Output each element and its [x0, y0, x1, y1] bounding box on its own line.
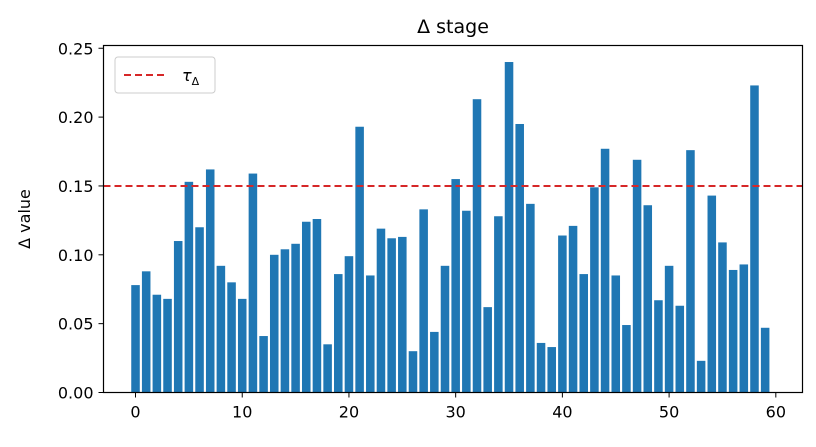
bar: [600, 148, 610, 393]
bar: [195, 227, 204, 393]
bar: [259, 336, 268, 393]
bar: [462, 210, 471, 393]
bar: [430, 331, 439, 393]
legend: τΔ: [114, 56, 216, 94]
y-tick-label: 0.25: [58, 39, 94, 58]
bar: [728, 269, 738, 393]
bar: [750, 85, 759, 393]
bar: [248, 173, 258, 393]
bar: [611, 275, 621, 393]
bar: [291, 243, 300, 393]
y-tick-label: 0.15: [58, 177, 94, 196]
bar: [376, 228, 386, 393]
chart-title: Δ stage: [417, 16, 489, 38]
bar: [547, 347, 556, 393]
bar: [643, 205, 653, 393]
bar: [152, 294, 162, 393]
bar: [131, 285, 140, 393]
bars-group: [131, 62, 770, 393]
bar: [269, 254, 279, 393]
bar: [344, 256, 354, 393]
bar: [494, 216, 503, 393]
bar: [227, 282, 236, 393]
y-axis-ticks: 0.00 0.05 0.10 0.15 0.20 0.25: [58, 39, 104, 403]
bar: [632, 159, 642, 393]
bar: [526, 203, 535, 393]
y-tick-label: 0.05: [58, 315, 94, 334]
bar: [237, 298, 247, 393]
bar: [440, 265, 450, 393]
bar: [355, 126, 364, 393]
x-tick-label: 30: [445, 403, 465, 422]
bar: [419, 209, 428, 393]
bar: [472, 99, 482, 393]
bar: [675, 305, 685, 393]
bar: [184, 181, 194, 393]
bar: [280, 249, 290, 393]
legend-box: [114, 56, 216, 94]
bar: [366, 275, 375, 393]
bar: [323, 344, 332, 393]
bar: [301, 221, 311, 393]
bar: [590, 187, 599, 393]
legend-threshold-label: τΔ: [182, 66, 200, 88]
legend-tau-symbol: τ: [182, 66, 192, 85]
x-tick-label: 20: [339, 403, 359, 422]
bar: [504, 62, 514, 393]
bar: [515, 123, 524, 393]
y-tick-label: 0.10: [58, 246, 94, 265]
bar: [163, 298, 172, 393]
x-axis-ticks: 0 10 20 30 40 50 60: [130, 392, 786, 422]
bar: [622, 325, 631, 393]
x-tick-label: 10: [232, 403, 252, 422]
x-tick-label: 40: [552, 403, 572, 422]
bar: [696, 360, 706, 393]
bar: [451, 179, 460, 393]
bar: [216, 265, 226, 393]
bar: [664, 265, 674, 393]
bar: [707, 195, 717, 393]
bar: [398, 236, 407, 393]
bar: [739, 264, 749, 393]
bar: [173, 241, 183, 393]
bar: [387, 238, 396, 393]
bar: [568, 225, 578, 393]
y-tick-label: 0.20: [58, 108, 94, 127]
x-tick-label: 0: [130, 403, 140, 422]
bar: [141, 271, 151, 393]
x-tick-label: 60: [766, 403, 786, 422]
x-tick-label: 50: [659, 403, 679, 422]
legend-tau-subscript: Δ: [192, 75, 200, 88]
y-axis-label: Δ value: [15, 189, 34, 249]
bar: [483, 307, 492, 393]
bar: [686, 150, 695, 393]
plot-frame: [102, 44, 804, 394]
bar: [654, 300, 663, 393]
bar: [334, 274, 343, 393]
bar: [312, 219, 322, 393]
bar: [205, 169, 215, 393]
bar: [579, 274, 588, 393]
bar: [558, 235, 567, 393]
bar: [760, 327, 770, 393]
bar: [718, 242, 727, 393]
bar: [408, 351, 418, 393]
y-tick-label: 0.00: [58, 384, 94, 403]
bar: [536, 342, 546, 393]
